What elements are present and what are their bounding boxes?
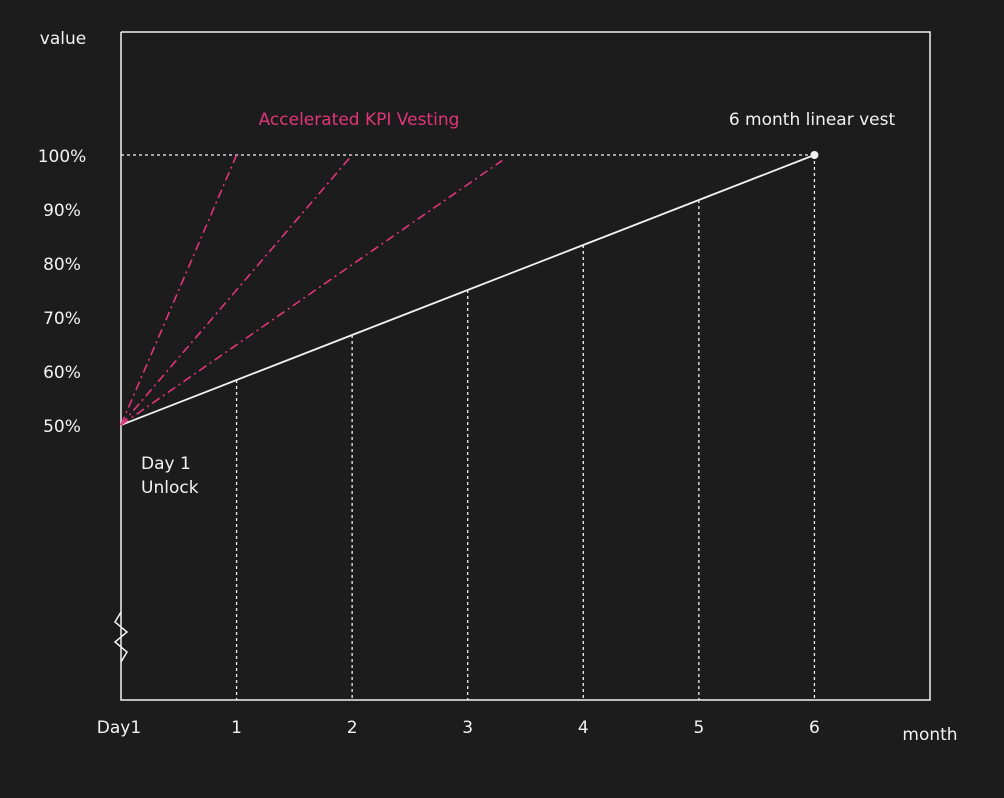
series-line xyxy=(120,154,353,426)
x-tick-label: 6 xyxy=(809,718,820,738)
y-tick-label: 100% xyxy=(38,147,87,167)
y-tick-label: 50% xyxy=(43,417,81,437)
x-tick-label: 4 xyxy=(578,718,589,738)
series-line xyxy=(120,154,815,426)
y-tick-label: 60% xyxy=(43,363,81,383)
x-tick-label: 2 xyxy=(347,718,358,738)
annotation: Unlock xyxy=(141,478,199,498)
plot-frame xyxy=(113,31,931,701)
annotation: 6 month linear vest xyxy=(729,110,896,130)
x-axis-label: month xyxy=(902,725,957,745)
x-tick-label: 3 xyxy=(462,718,473,738)
y-tick-label: 80% xyxy=(43,255,81,275)
x-tick-label: 5 xyxy=(693,718,704,738)
x-tick-label: 1 xyxy=(231,718,242,738)
y-tick-label: 70% xyxy=(43,309,81,329)
annotation: Accelerated KPI Vesting xyxy=(259,110,460,130)
end-point xyxy=(810,151,819,159)
series-line xyxy=(120,159,503,426)
y-axis-label: value xyxy=(40,29,86,49)
y-tick-label: 90% xyxy=(43,201,81,221)
annotation: Day 1 xyxy=(141,454,191,474)
x-tick-label: Day1 xyxy=(97,718,141,738)
series-line xyxy=(120,154,238,426)
